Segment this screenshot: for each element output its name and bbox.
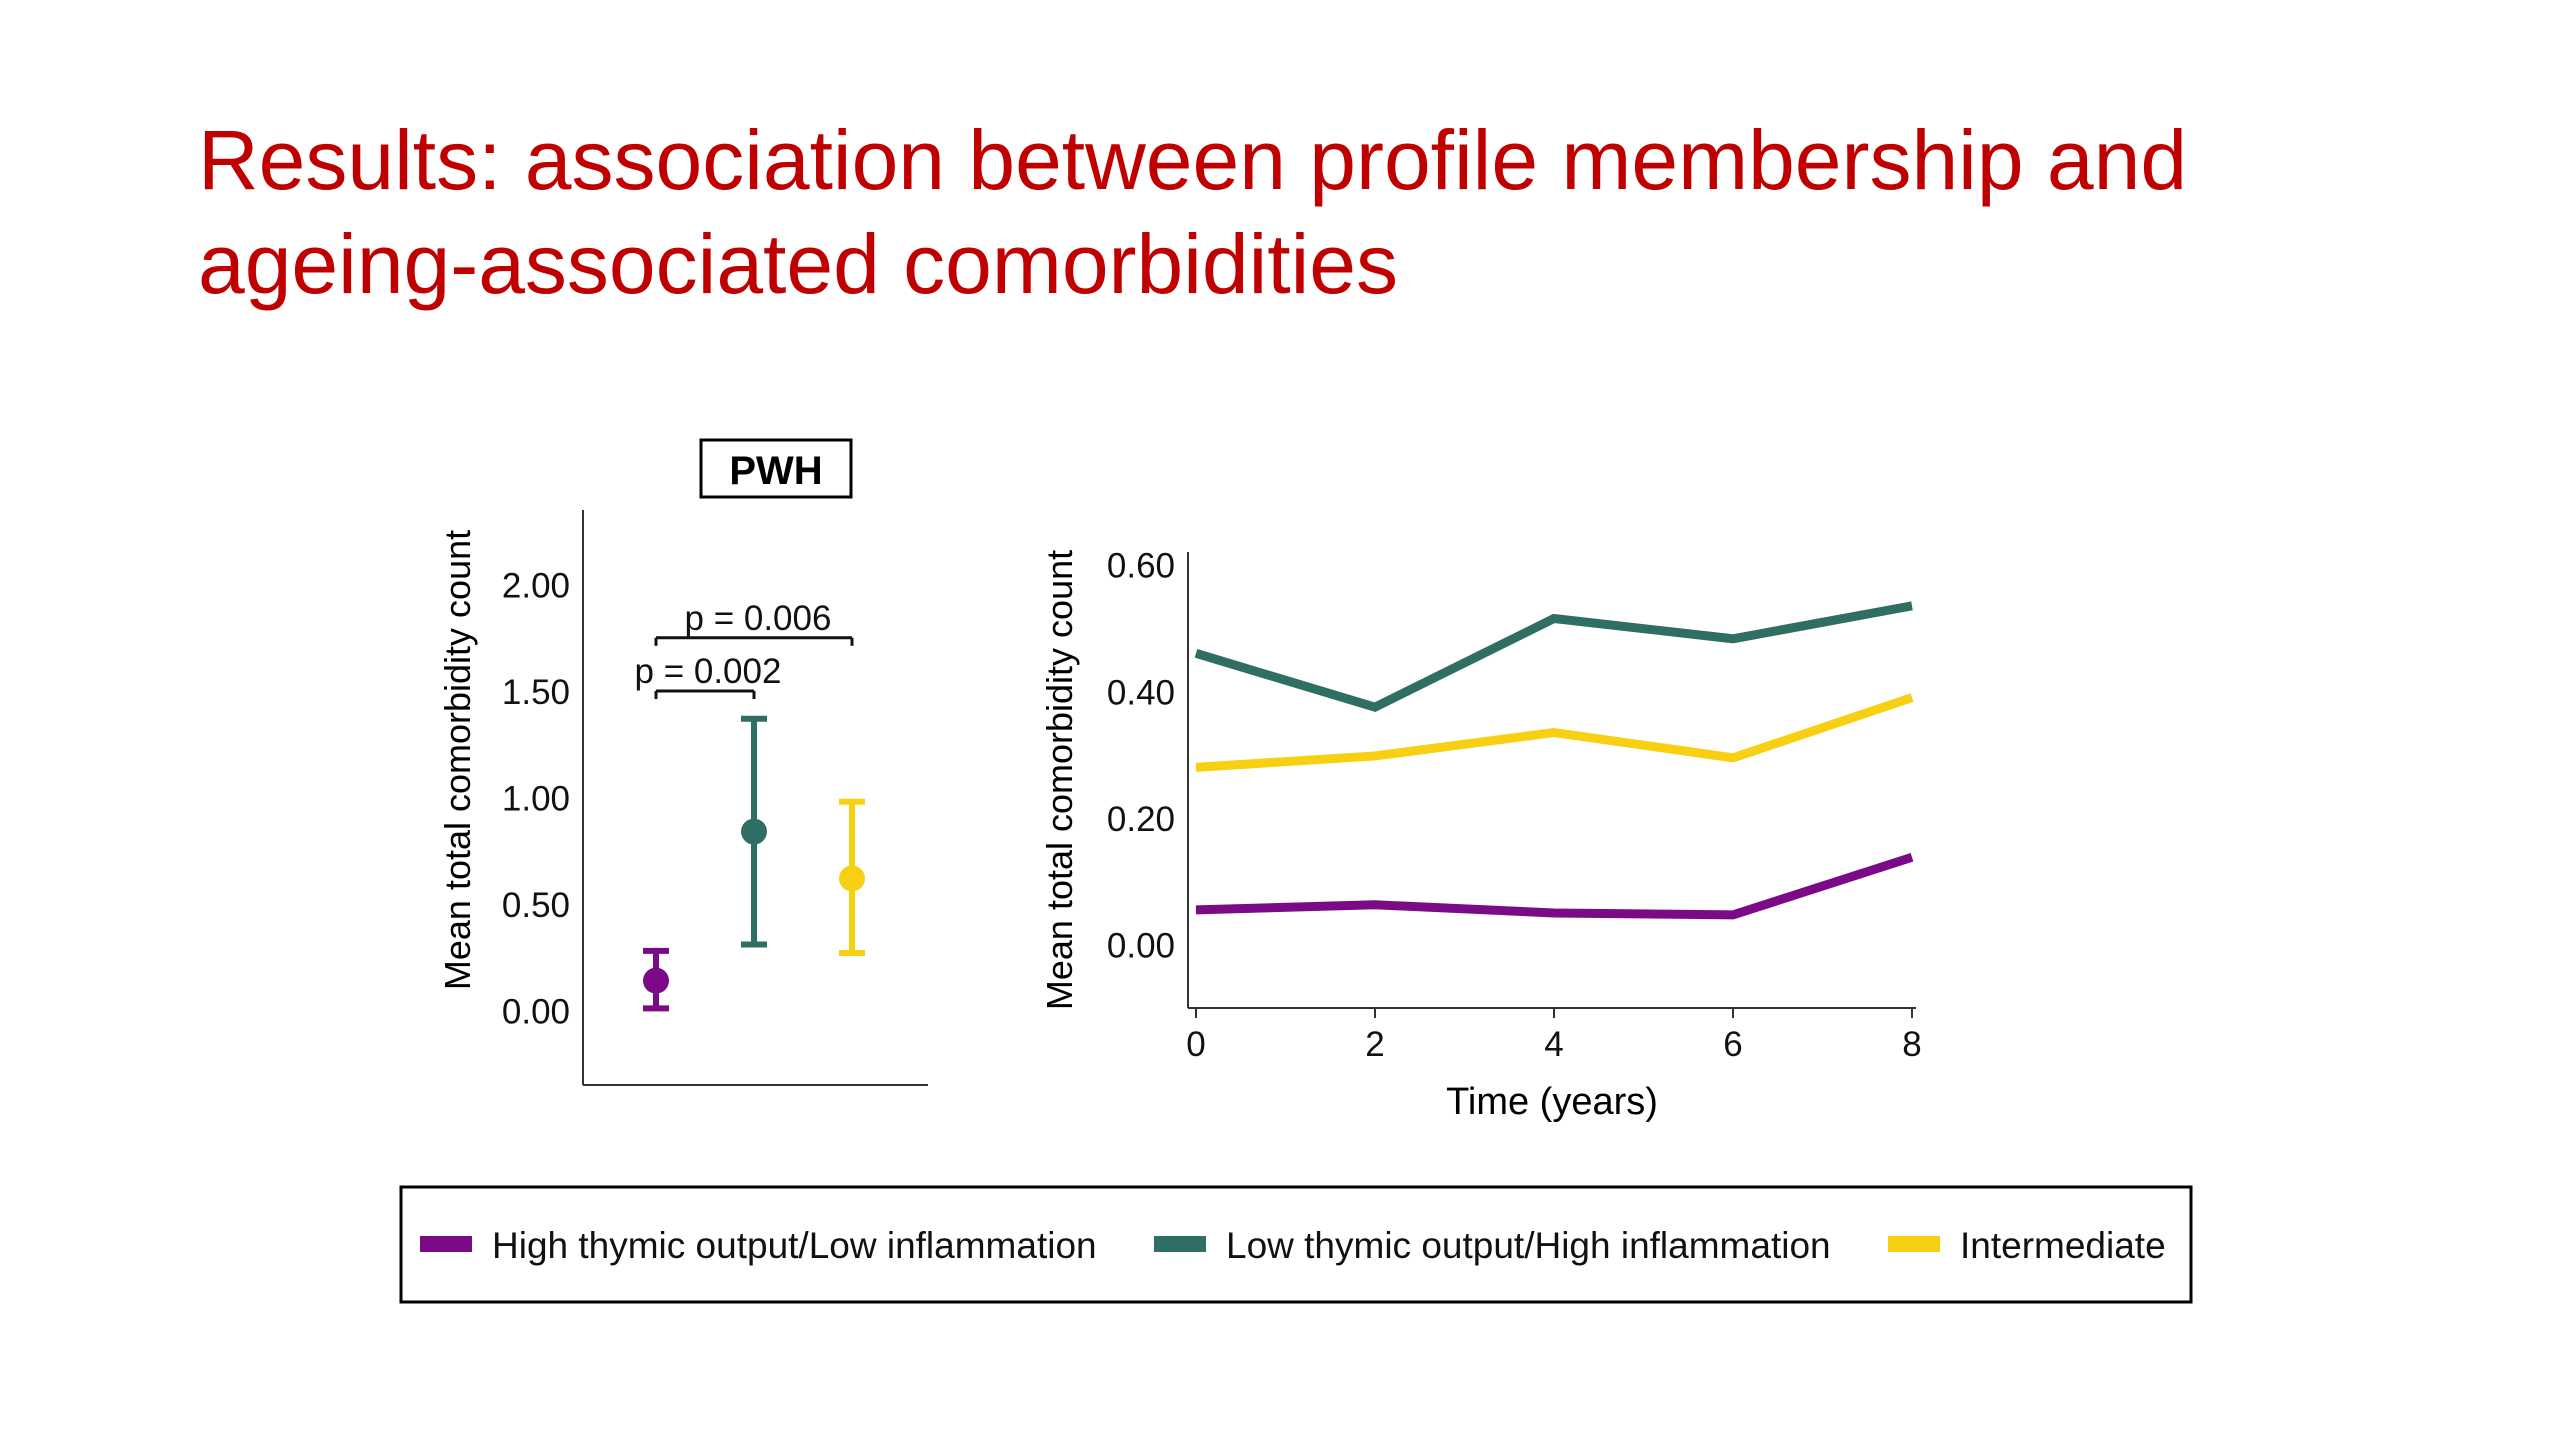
time-series-line [1194,601,1913,712]
pwh-y-tick-label: 1.50 [502,673,570,712]
pwh-mean-point [643,967,669,994]
time-series-line [1195,693,1914,772]
significance-label: p = 0.006 [685,599,832,638]
pwh-y-tick-label: 2.00 [502,567,570,606]
pwh-y-tick-label: 1.00 [502,780,570,819]
time-series-line [1195,852,1914,920]
time-y-tick-label: 0.20 [1107,800,1175,839]
time-y-tick-label: 0.00 [1107,927,1175,966]
pwh-chart: PWH Mean total comorbidity count 0.00 0.5… [437,438,928,1086]
pwh-mean-point [839,865,865,892]
significance-label: p = 0.002 [635,652,782,691]
slide-title: Results: association between profile mem… [198,108,2448,316]
slide-title-line-2: ageing-associated comorbidities [198,217,1398,311]
time-y-tick-label: 0.60 [1107,547,1175,586]
pwh-chart-title: PWH [729,449,822,493]
time-chart: Mean total comorbidity count Time (years… [1039,547,1922,1123]
time-x-tick-label: 6 [1723,1025,1742,1064]
pwh-y-tick-label: 0.00 [502,992,570,1031]
time-y-axis-label: Mean total comorbidity count [1039,550,1080,1010]
legend-label: Intermediate [1960,1225,2166,1266]
time-y-tick-label: 0.40 [1107,673,1175,712]
slide-title-line-1: Results: association between profile mem… [198,113,2188,207]
time-x-axis-label: Time (years) [1446,1081,1658,1123]
time-x-tick-label: 0 [1186,1025,1205,1064]
time-x-tick-label: 8 [1902,1025,1921,1064]
legend-label: Low thymic output/High inflammation [1226,1225,1831,1266]
legend: High thymic output/Low inflammation Low t… [399,1185,2193,1304]
legend-swatch [1154,1236,1206,1252]
legend-label: High thymic output/Low inflammation [492,1225,1097,1266]
legend-swatch [420,1236,472,1252]
legend-swatch [1888,1236,1940,1252]
time-x-tick-label: 2 [1365,1025,1384,1064]
time-x-tick-label: 4 [1544,1025,1563,1064]
pwh-mean-point [741,818,767,845]
pwh-title-box [699,438,853,499]
pwh-y-tick-label: 0.50 [502,886,570,925]
pwh-y-axis-label: Mean total comorbidity count [437,530,478,990]
